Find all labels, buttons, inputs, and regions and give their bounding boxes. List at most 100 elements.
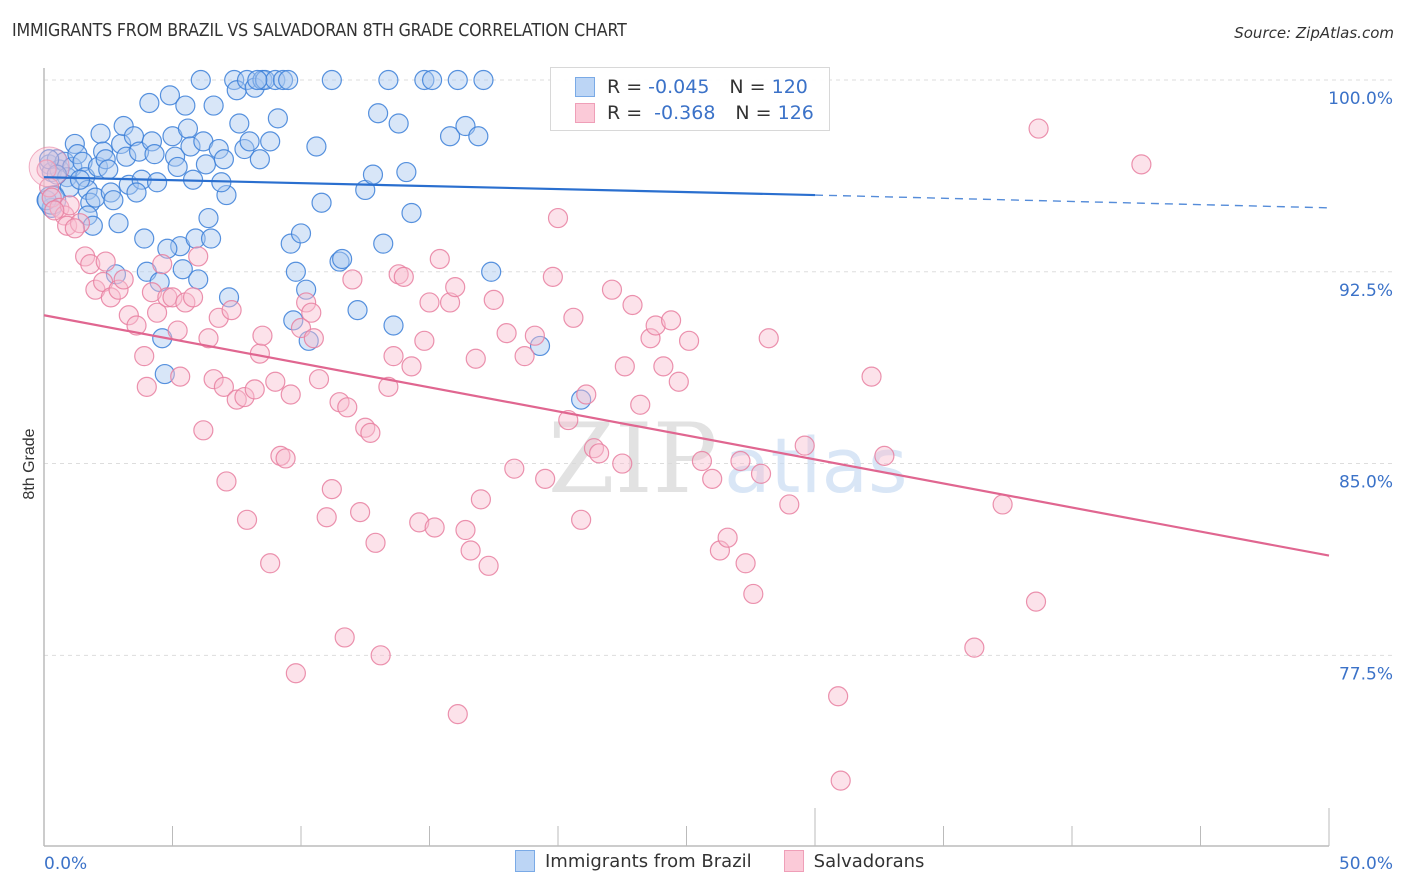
brazil-point — [157, 238, 178, 259]
watermark-atlas: atlas — [724, 421, 908, 510]
trend-lines — [43, 176, 1330, 557]
brazil-point — [82, 215, 103, 236]
salvadoran-point — [576, 384, 597, 405]
salvadoran-trend-line — [43, 314, 1330, 557]
brazil-point — [113, 115, 134, 137]
salvadoran-point — [660, 310, 682, 331]
brazil-point — [146, 172, 168, 193]
salvadoran-point — [360, 422, 381, 443]
y-axis-title: 8th Grade — [21, 428, 38, 499]
brazil-point — [378, 69, 399, 91]
brazil-point — [468, 126, 489, 147]
brazil-point — [260, 131, 281, 152]
salvadoran-point — [691, 450, 713, 472]
brazil-point — [185, 228, 206, 249]
watermark-zip: ZIP — [548, 403, 717, 515]
salvadoran-point — [365, 532, 386, 553]
brazil-point — [383, 315, 404, 336]
brazil-point — [529, 335, 551, 357]
legend-label-salvadoran: Salvadorans — [813, 850, 925, 872]
salvadoran-point — [630, 394, 651, 415]
r-label: R = — [607, 76, 643, 98]
n-value: 126 — [777, 102, 814, 124]
salvadoran-point — [108, 279, 129, 300]
brazil-point — [36, 190, 57, 211]
salvadoran-point — [563, 307, 584, 328]
salvadoran-point — [134, 346, 155, 367]
brazil-point — [388, 113, 409, 134]
salvadoran-point — [861, 366, 882, 387]
y-tick-label: 85.0% — [1339, 473, 1393, 493]
series-brazil-points — [36, 69, 592, 410]
salvadoran-point — [188, 246, 209, 267]
salvadoran-point — [152, 254, 173, 275]
salvadoran-point — [614, 356, 635, 377]
brazil-point — [239, 131, 260, 152]
watermark: ZIP atlas — [548, 403, 908, 515]
salvadoran-point — [57, 215, 78, 236]
salvadoran-point — [244, 379, 265, 400]
salvadoran-point — [622, 294, 643, 316]
salvadoran-point — [424, 517, 445, 538]
salvadoran-point — [370, 645, 391, 666]
salvadoran-point — [964, 637, 985, 658]
brazil-point — [332, 248, 353, 270]
brazil-point — [278, 69, 299, 91]
brazil-point — [226, 80, 247, 101]
n-label: N = — [729, 76, 766, 98]
salvadoran-point — [141, 282, 163, 303]
stats-row-brazil: R = -0.045 N = 120 — [575, 74, 808, 100]
salvadoran-point — [265, 371, 286, 392]
salvadoran-point — [409, 512, 430, 533]
legend-item-brazil[interactable]: Immigrants from Brazil — [515, 850, 752, 872]
series-legend: Immigrants from Brazil Salvadorans — [515, 850, 956, 872]
brazil-point — [167, 156, 188, 178]
salvadoran-point — [414, 330, 435, 351]
brazil-point — [77, 179, 98, 201]
salvadoran-point — [64, 218, 85, 239]
salvadoran-point — [334, 627, 355, 648]
salvadoran-point — [601, 279, 623, 300]
salvadoran-point — [36, 159, 57, 180]
brazil-point — [401, 202, 422, 224]
brazil-point — [329, 251, 350, 272]
salvadoran-point — [779, 494, 800, 515]
salvadoran-point — [383, 346, 404, 367]
brazil-point — [421, 69, 443, 91]
x-tick-label: 50.0% — [1339, 854, 1393, 874]
salvadoran-point — [465, 348, 486, 369]
salvadoran-point — [285, 663, 306, 684]
brazil-point — [134, 228, 155, 249]
salvadoran-point — [167, 320, 188, 341]
r-value: -0.368 — [654, 102, 716, 124]
salvadoran-point — [758, 328, 779, 349]
brazil-point — [180, 136, 201, 157]
salvadoran-point — [280, 384, 301, 405]
salvadoran-point — [542, 266, 563, 287]
brazil-point — [249, 149, 270, 170]
salvadoran-point — [350, 502, 371, 523]
salvadoran-point — [743, 583, 764, 605]
salvadoran-point — [830, 770, 851, 791]
brazil-point — [290, 223, 312, 244]
brazil-point — [306, 136, 327, 157]
salvadoran-point — [750, 463, 772, 484]
chart-title: IMMIGRANTS FROM BRAZIL VS SALVADORAN 8TH… — [12, 20, 627, 41]
salvadoran-point — [589, 443, 610, 464]
salvadoran-point — [828, 686, 849, 707]
brazil-point — [414, 69, 435, 91]
brazil-point — [298, 330, 319, 351]
stats-row-salvadoran: R = -0.368 N = 126 — [575, 100, 814, 126]
salvadoran-point — [455, 519, 476, 541]
brazil-point — [213, 149, 234, 170]
salvadoran-point — [730, 450, 751, 472]
legend-item-salvadoran[interactable]: Salvadorans — [783, 850, 925, 872]
brazil-point — [229, 113, 250, 134]
series-salvadoran-points — [28, 118, 1152, 791]
n-value: 120 — [771, 76, 808, 98]
salvadoran-point — [717, 527, 738, 548]
salvadoran-point — [496, 323, 517, 344]
brazil-point — [218, 287, 240, 308]
salvadoran-point — [445, 277, 466, 298]
